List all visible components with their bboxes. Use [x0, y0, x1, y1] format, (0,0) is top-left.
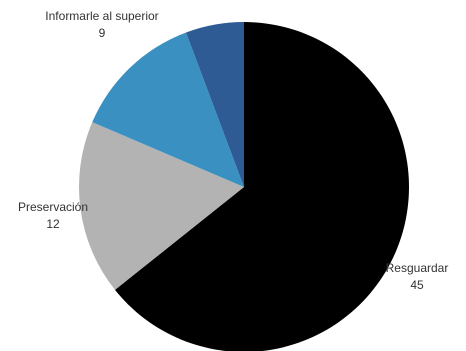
- slice-label-preservacion: Preservación: [18, 200, 88, 214]
- slice-label-resguardar: Resguardar: [386, 261, 449, 275]
- slice-labels: Resguardar 45 Preservación 12 Informarle…: [18, 9, 448, 292]
- pie-slice-preservación: [78, 122, 244, 290]
- pie-slice-unlabeled-3: [186, 22, 244, 187]
- slice-value-resguardar: 45: [410, 278, 424, 292]
- slice-label-informarle: Informarle al superior: [45, 9, 158, 23]
- pie-slice-informarle-al-superior: [92, 32, 244, 188]
- pie-slices: [78, 22, 409, 351]
- slice-value-preservacion: 12: [46, 217, 60, 231]
- pie-slice-resguardar: [114, 22, 409, 351]
- slice-value-informarle: 9: [99, 26, 106, 40]
